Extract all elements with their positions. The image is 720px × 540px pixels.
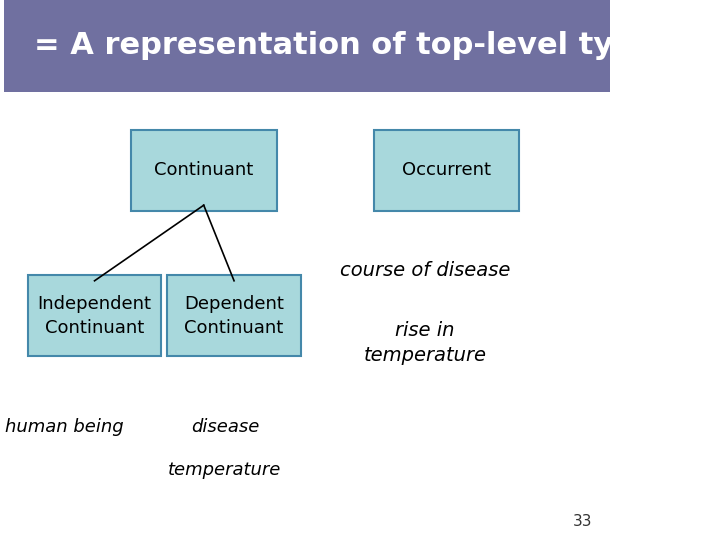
Text: Occurrent: Occurrent <box>402 161 491 179</box>
Text: disease: disease <box>191 417 259 436</box>
Text: human being: human being <box>5 417 124 436</box>
Text: course of disease: course of disease <box>340 260 510 280</box>
Text: rise in
temperature: rise in temperature <box>364 321 487 365</box>
FancyBboxPatch shape <box>167 275 301 356</box>
Text: 33: 33 <box>572 514 592 529</box>
FancyBboxPatch shape <box>4 0 611 92</box>
FancyBboxPatch shape <box>131 130 276 211</box>
Text: Continuant: Continuant <box>154 161 253 179</box>
Text: Dependent
Continuant: Dependent Continuant <box>184 295 284 337</box>
Text: = A representation of top-level types: = A representation of top-level types <box>34 31 674 60</box>
Text: temperature: temperature <box>168 461 282 479</box>
Text: Independent
Continuant: Independent Continuant <box>37 295 151 337</box>
FancyBboxPatch shape <box>28 275 161 356</box>
FancyBboxPatch shape <box>374 130 519 211</box>
